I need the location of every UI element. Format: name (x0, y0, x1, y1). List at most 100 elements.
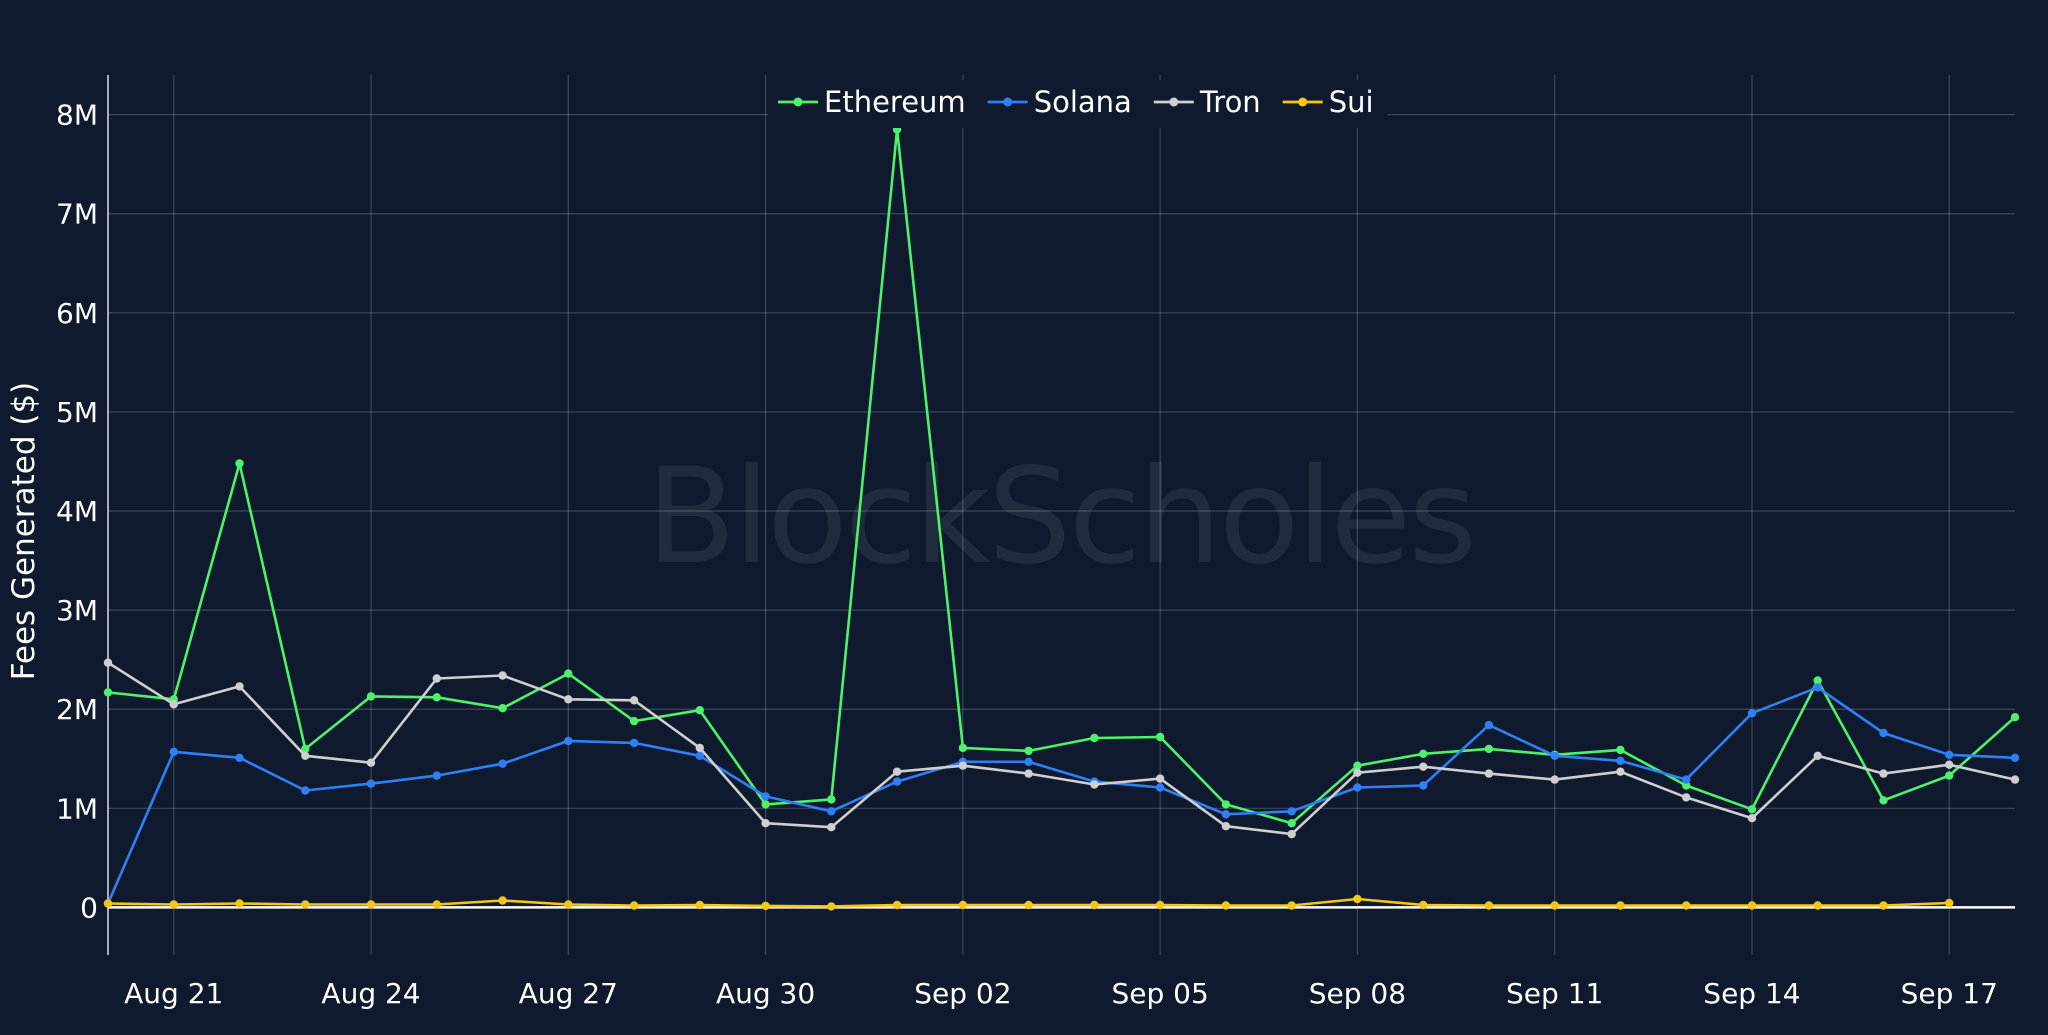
solana-point (1747, 709, 1757, 718)
ethereum-point (1024, 746, 1033, 756)
y-tick-label: 8M (56, 99, 98, 132)
ethereum-point (1090, 733, 1099, 743)
sui-point (1090, 900, 1099, 910)
ethereum-point (1287, 819, 1296, 828)
ethereum-point (1419, 749, 1428, 758)
solana-point (1419, 781, 1428, 790)
tron-point (1090, 780, 1099, 789)
legend-swatch-marker (1298, 97, 1308, 107)
sui-point (1682, 901, 1691, 910)
tron-point (695, 743, 704, 753)
sui-point (235, 899, 244, 908)
tron-point (1682, 793, 1691, 802)
legend-swatch-marker (1169, 97, 1179, 107)
sui-point (629, 901, 639, 910)
ethereum-point (1682, 781, 1691, 790)
solana-point (1616, 756, 1625, 765)
tron-point (498, 671, 507, 680)
y-tick-label: 6M (56, 297, 98, 330)
ethereum-point (498, 704, 507, 713)
solana-point (235, 753, 244, 762)
sui-point (1550, 901, 1559, 910)
solana-point (169, 747, 178, 756)
x-tick-label: Sep 08 (1309, 977, 1406, 1010)
sui-point (498, 896, 507, 905)
grid (108, 75, 2015, 955)
solana-point (761, 792, 770, 801)
y-tick-label: 7M (56, 198, 98, 231)
legend-item-tron[interactable]: Tron (1153, 85, 1261, 119)
ethereum-point (564, 669, 573, 678)
y-tick-label: 2M (56, 693, 98, 726)
series-tron (103, 658, 2020, 839)
y-tick-label: 5M (56, 396, 98, 429)
tron-point (235, 682, 244, 691)
solana-point (1945, 750, 1954, 759)
solana-point (1682, 775, 1691, 784)
solana-line (106, 686, 2016, 905)
solana-point (892, 777, 902, 786)
ethereum-point (1747, 805, 1757, 814)
x-tick-label: Aug 27 (519, 977, 618, 1010)
sui-point (827, 902, 836, 911)
legend-swatch-marker (1003, 97, 1013, 107)
solana-point (301, 786, 310, 795)
sui-point (1287, 901, 1296, 910)
tron-point (2010, 775, 2020, 784)
solana-point (1813, 683, 1822, 692)
watermark: BlockScholes (646, 440, 1477, 594)
y-tick-label: 4M (56, 495, 98, 528)
sui-point (1879, 901, 1888, 910)
legend-item-ethereum[interactable]: Ethereum (778, 85, 966, 119)
solana-point (1353, 783, 1362, 792)
solana-point (1550, 751, 1559, 760)
ethereum-point (1484, 744, 1494, 754)
ethereum-point (366, 692, 376, 701)
tron-point (1747, 814, 1757, 823)
sui-point (169, 900, 178, 909)
x-tick-label: Aug 30 (716, 977, 815, 1010)
ethereum-line (107, 128, 2016, 825)
tron-point (761, 819, 770, 828)
tron-point (564, 695, 573, 704)
axes: 0 1M 2M 3M 4M 5M 6M 7M 8M Aug 21 Aug 24 Aug 27 Aug 3… (56, 75, 1998, 1010)
tron-point (1616, 767, 1625, 776)
tron-point (827, 823, 836, 832)
legend-item-sui[interactable]: Sui (1282, 85, 1374, 119)
legend: Ethereum Solana Tron Sui (768, 80, 1388, 128)
y-tick-label: 0 (80, 891, 98, 924)
tron-point (103, 658, 113, 667)
solana-point (1024, 757, 1033, 766)
ethereum-point (1616, 745, 1625, 755)
ethereum-point (1221, 800, 1231, 809)
series-ethereum (103, 125, 2020, 828)
ethereum-point (629, 716, 639, 726)
ethereum-point (761, 800, 770, 809)
legend-item-solana[interactable]: Solana (987, 85, 1132, 119)
ethereum-point (827, 795, 836, 804)
x-tick-label: Aug 21 (124, 977, 223, 1010)
x-tick-label: Sep 14 (1703, 977, 1800, 1010)
legend-background (768, 80, 1388, 128)
solana-point (564, 736, 573, 746)
solana-point (2010, 753, 2020, 762)
solana-point (1155, 783, 1165, 792)
tron-point (1287, 829, 1296, 839)
tron-point (1813, 751, 1822, 760)
tron-point (366, 758, 376, 767)
tron-point (1155, 774, 1165, 783)
tron-point (432, 674, 441, 683)
series-layer (103, 125, 2020, 911)
ethereum-point (1879, 796, 1888, 805)
ethereum-point (958, 743, 968, 753)
sui-point (1813, 901, 1822, 910)
sui-point (366, 900, 376, 909)
solana-point (366, 779, 376, 788)
sui-point (432, 900, 441, 909)
tron-point (892, 767, 902, 776)
y-axis-title: Fees Generated ($) (6, 382, 42, 681)
tron-point (1879, 769, 1888, 778)
sui-point (1353, 894, 1362, 904)
